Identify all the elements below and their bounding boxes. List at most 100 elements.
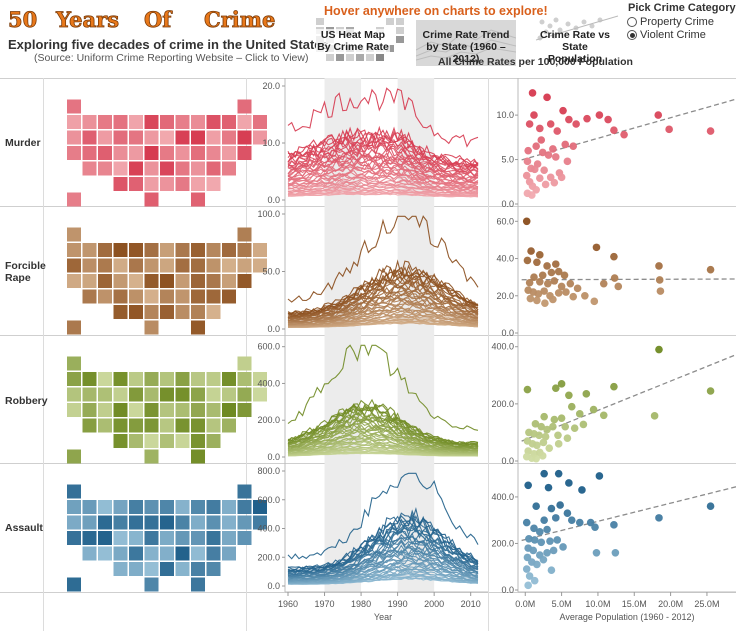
state-tile — [191, 161, 205, 176]
state-tile — [144, 500, 159, 514]
state-tile — [67, 577, 81, 592]
state-tile — [129, 305, 143, 319]
state-point — [522, 518, 531, 527]
state-point — [536, 528, 544, 536]
option-property-crime[interactable]: Property Crime — [627, 16, 714, 29]
x-tick-label: 2010 — [461, 599, 481, 609]
state-point — [595, 472, 604, 480]
row-divider — [0, 335, 736, 336]
state-point — [559, 543, 567, 551]
state-tile — [191, 258, 205, 273]
state-tile — [98, 243, 112, 257]
state-tile — [253, 258, 267, 273]
state-tile — [253, 500, 267, 514]
state-tile — [144, 577, 159, 592]
state-point — [546, 173, 555, 182]
state-point — [655, 262, 663, 270]
y-tick-label: 200.0 — [491, 399, 514, 409]
state-trend-line — [287, 403, 479, 445]
state-tile — [129, 115, 143, 129]
state-tile — [237, 500, 252, 514]
x-tick-label: 25.0M — [694, 599, 719, 609]
x-tick-label: 1980 — [351, 599, 371, 609]
radio-selected-icon[interactable] — [627, 30, 637, 41]
y-tick-label: 10.0 — [262, 138, 280, 148]
state-tile — [175, 500, 190, 514]
state-tile — [175, 130, 190, 145]
state-tile — [222, 372, 236, 386]
source-link[interactable]: (Source: Uniform Crime Reporting Website… — [34, 52, 309, 64]
state-point — [706, 387, 715, 395]
state-tile — [144, 177, 159, 191]
state-tile — [160, 161, 174, 176]
state-trend-line — [287, 162, 479, 184]
state-tile — [113, 161, 128, 176]
state-point — [547, 268, 556, 277]
y-tick-label: 400.0 — [257, 524, 280, 534]
state-tile — [237, 99, 252, 114]
state-tile — [98, 146, 112, 160]
y-tick-label: 10.0 — [496, 110, 514, 120]
state-tile — [222, 146, 236, 160]
state-point — [536, 174, 544, 183]
state-tile — [160, 418, 174, 433]
state-tile — [253, 243, 267, 257]
state-tile — [160, 372, 174, 386]
row-label-robbery: Robbery — [5, 395, 48, 407]
tab-scatter[interactable]: Crime Rate vs State Population — [539, 29, 611, 65]
state-tile — [144, 320, 159, 335]
scatter-x-axis-title: Average Population (1960 - 2012) — [560, 612, 695, 622]
radio-unselected-icon[interactable] — [627, 17, 637, 28]
state-tile — [113, 115, 128, 129]
state-tile — [98, 418, 112, 433]
state-point — [540, 469, 548, 478]
state-point — [655, 276, 664, 284]
option-violent-crime[interactable]: Violent Crime — [627, 29, 706, 42]
state-point — [543, 425, 551, 434]
state-tile — [191, 434, 205, 448]
state-point — [544, 151, 553, 159]
state-tile — [113, 403, 128, 417]
state-trend-line — [287, 546, 479, 578]
state-tile — [144, 258, 159, 273]
state-tile — [98, 115, 112, 129]
row-label-assault: Assault — [5, 522, 43, 534]
state-point — [537, 136, 546, 144]
state-tile — [206, 403, 221, 417]
state-point — [523, 157, 532, 166]
state-tile — [82, 418, 97, 433]
state-tile — [129, 500, 143, 514]
hover-hint: Hover anywhere on charts to explore! — [324, 4, 548, 18]
state-tile — [144, 562, 159, 576]
state-tile — [113, 146, 128, 160]
state-tile — [253, 130, 267, 145]
state-tile — [175, 115, 190, 129]
state-point — [563, 157, 572, 166]
tab-heatmap[interactable]: US Heat Map By Crime Rate — [316, 29, 390, 53]
state-tile — [237, 484, 252, 499]
state-tile — [113, 515, 128, 530]
state-point — [589, 405, 598, 414]
state-tile — [237, 531, 252, 545]
state-tile — [222, 161, 236, 176]
state-point — [528, 191, 536, 199]
state-tile — [206, 115, 221, 129]
state-tile — [67, 449, 81, 464]
state-tile — [67, 258, 81, 273]
state-tile — [82, 243, 97, 257]
state-tile — [175, 243, 190, 257]
state-point — [592, 548, 601, 557]
state-tile — [175, 515, 190, 530]
state-point — [706, 265, 715, 274]
line-trend-thumbnail-icon[interactable] — [416, 20, 516, 66]
state-point — [530, 524, 538, 533]
state-tile — [206, 146, 221, 160]
tab-trend[interactable]: Crime Rate Trend by State (1960 – 2012) — [422, 29, 510, 65]
state-point — [575, 410, 584, 418]
title-word-crime: Crime — [204, 7, 276, 33]
state-tile — [160, 258, 174, 273]
state-tile — [160, 146, 174, 160]
state-point — [655, 514, 663, 522]
scatter-thumbnail-icon[interactable] — [530, 14, 620, 64]
